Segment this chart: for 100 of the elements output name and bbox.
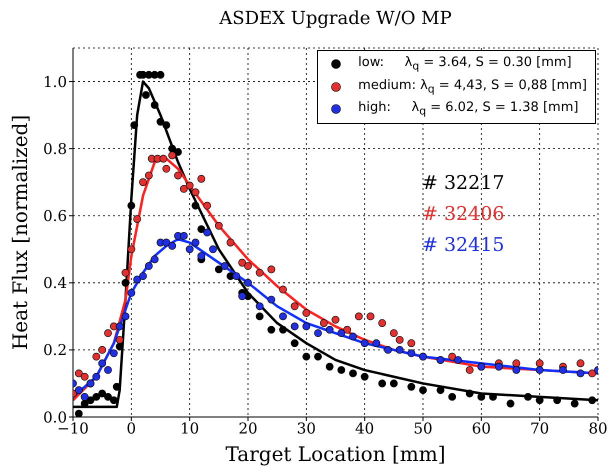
point	[174, 172, 182, 180]
point	[220, 262, 229, 270]
point	[133, 215, 142, 223]
point	[570, 400, 579, 408]
point	[326, 326, 334, 334]
point	[168, 151, 176, 160]
point	[302, 352, 310, 361]
point	[98, 390, 106, 398]
point	[192, 202, 200, 210]
x-tick-label: 10	[180, 420, 200, 438]
point	[314, 352, 322, 361]
point	[290, 302, 299, 310]
point	[80, 392, 89, 401]
point	[98, 359, 106, 368]
point	[448, 352, 456, 361]
point	[214, 266, 223, 274]
point	[168, 242, 176, 250]
point	[524, 392, 532, 401]
point	[494, 362, 503, 371]
point	[256, 302, 264, 310]
point	[162, 121, 170, 130]
point	[384, 346, 392, 354]
point	[454, 356, 462, 364]
point	[74, 369, 83, 378]
point	[156, 70, 164, 79]
point	[396, 336, 404, 344]
point	[238, 292, 246, 300]
point	[372, 339, 380, 348]
point	[378, 319, 386, 327]
x-tick-label: 60	[472, 420, 491, 438]
x-tick-label: 40	[355, 420, 374, 438]
point	[326, 362, 334, 371]
x-tick-label: 80	[588, 420, 608, 438]
point	[110, 349, 118, 358]
y-tick-label: 0.2	[43, 341, 67, 360]
point	[104, 329, 112, 338]
point	[436, 386, 444, 394]
point	[337, 366, 346, 374]
point	[92, 372, 100, 381]
point	[536, 366, 544, 374]
point	[512, 359, 520, 368]
point	[174, 148, 182, 156]
point	[279, 312, 287, 320]
point	[337, 329, 346, 338]
point	[116, 342, 124, 350]
point	[127, 288, 136, 297]
y-tick-label: 0.6	[43, 207, 67, 226]
point	[390, 329, 398, 338]
point	[139, 178, 147, 186]
point	[378, 380, 386, 388]
point	[290, 322, 299, 330]
point	[139, 272, 147, 280]
point	[209, 245, 217, 254]
point	[156, 118, 164, 126]
point	[466, 366, 474, 374]
point	[576, 359, 584, 368]
point	[232, 272, 240, 280]
x-tick-label: 50	[413, 420, 433, 438]
point	[197, 225, 206, 234]
point	[588, 369, 596, 378]
chart-title: ASDEX Upgrade W/O MP	[218, 8, 453, 29]
point	[162, 238, 170, 246]
point	[512, 366, 520, 374]
point	[197, 252, 206, 260]
point	[448, 392, 456, 401]
point	[407, 339, 416, 348]
point	[203, 202, 212, 210]
point	[366, 312, 374, 320]
point	[144, 262, 153, 270]
point	[553, 396, 562, 404]
point	[349, 332, 357, 340]
point	[256, 268, 264, 277]
point	[267, 266, 276, 274]
point	[536, 359, 544, 368]
point	[244, 262, 252, 270]
x-tick-label: 30	[296, 420, 316, 438]
legend-label: low: λ$_{q}$ = 3.64, S = 0.30 [mm]	[358, 54, 572, 75]
point	[302, 309, 310, 317]
point	[267, 296, 276, 304]
point	[104, 366, 112, 374]
point	[332, 316, 340, 324]
point	[466, 390, 474, 398]
point	[186, 182, 194, 190]
y-axis-title: Heat Flux [normalized]	[8, 114, 32, 350]
point	[186, 245, 194, 254]
point	[360, 339, 369, 348]
annotation: # 32406	[422, 202, 504, 227]
point	[180, 184, 188, 193]
point	[192, 238, 200, 246]
point	[74, 410, 83, 417]
point	[197, 174, 206, 183]
point	[407, 349, 416, 358]
point	[122, 312, 130, 320]
point	[92, 352, 100, 361]
x-tick-label: 70	[530, 420, 550, 438]
point	[192, 188, 200, 196]
point	[144, 172, 153, 180]
point	[279, 286, 287, 294]
y-tick-label: 1.0	[43, 72, 67, 91]
point	[162, 164, 170, 173]
